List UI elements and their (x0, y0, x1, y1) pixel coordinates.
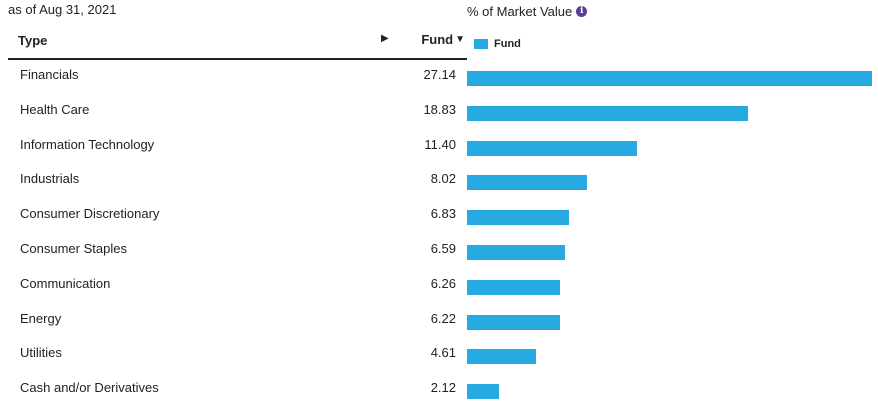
column-header-type[interactable]: Type (18, 33, 48, 48)
row-label: Communication (20, 275, 111, 291)
chevron-right-icon[interactable]: ▶ (381, 33, 389, 44)
row-label: Health Care (20, 101, 90, 117)
row-label: Information Technology (20, 136, 155, 152)
row-value: 6.59 (430, 241, 456, 256)
bar (467, 279, 560, 295)
row-value: 11.40 (424, 136, 456, 152)
row-label: Cash and/or Derivatives (20, 380, 159, 396)
chart-legend: Fund (474, 38, 521, 50)
row-value: 4.61 (430, 345, 456, 361)
row-value: 18.83 (423, 101, 456, 117)
bar (467, 210, 569, 226)
legend-swatch (474, 39, 488, 49)
bar (467, 384, 499, 400)
row-label: Financials (20, 67, 79, 82)
row-value: 27.14 (423, 67, 456, 82)
row-label: Energy (20, 310, 62, 326)
row-label: Utilities (20, 345, 62, 361)
bar (467, 245, 565, 260)
row-value: 6.26 (430, 275, 456, 291)
table-header: Type ▶ Fund ▼ (8, 28, 467, 60)
row-value: 6.22 (430, 310, 456, 326)
row-value: 2.12 (430, 380, 456, 396)
column-header-fund[interactable]: Fund ▼ (421, 32, 465, 47)
as-of-date: as of Aug 31, 2021 (8, 2, 117, 17)
column-header-fund-label: Fund (421, 32, 454, 47)
row-label: Consumer Staples (20, 241, 127, 256)
bar (467, 71, 872, 86)
sort-descending-icon: ▼ (455, 34, 465, 45)
bar (467, 349, 536, 365)
row-value: 8.02 (430, 171, 456, 187)
market-value-title-text: % of Market Value (467, 4, 573, 19)
bar (467, 314, 560, 330)
row-label: Consumer Discretionary (20, 206, 160, 222)
bar (467, 175, 587, 191)
bar (467, 105, 748, 121)
info-icon[interactable]: i (576, 6, 588, 17)
market-value-title: % of Market Value i (467, 4, 588, 19)
legend-label: Fund (494, 38, 521, 50)
bar (467, 140, 637, 156)
row-label: Industrials (20, 171, 80, 187)
row-value: 6.83 (430, 206, 456, 222)
